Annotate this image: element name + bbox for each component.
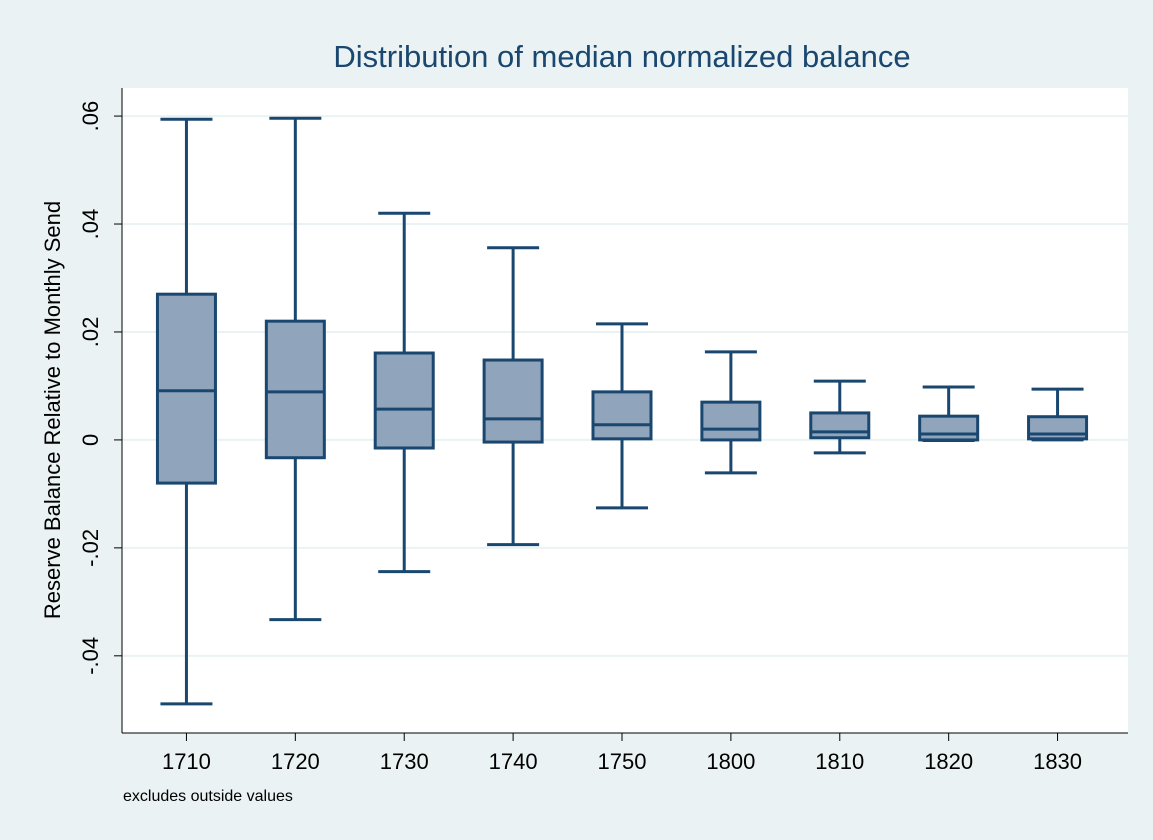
box <box>373 351 435 450</box>
y-tick-label: 0 <box>78 434 103 446</box>
y-tick-label: -.02 <box>78 529 103 567</box>
y-tick-label: .02 <box>78 317 103 348</box>
x-tick-label: 1750 <box>598 749 647 774</box>
box <box>918 414 980 442</box>
y-tick-label: .06 <box>78 101 103 132</box>
note: excludes outside values <box>123 788 293 805</box>
box <box>1027 415 1089 441</box>
y-tick-label: .04 <box>78 209 103 240</box>
x-tick-label: 1720 <box>271 749 320 774</box>
chart-title: Distribution of median normalized balanc… <box>333 39 910 74</box>
y-axis-label: Reserve Balance Relative to Monthly Send <box>40 201 65 619</box>
x-tick-label: 1830 <box>1033 749 1082 774</box>
box <box>700 400 762 442</box>
box <box>155 292 217 485</box>
y-tick-label: -.04 <box>78 637 103 675</box>
box <box>809 411 871 440</box>
x-tick-label: 1730 <box>380 749 429 774</box>
x-tick-label: 1740 <box>489 749 538 774</box>
x-tick-label: 1820 <box>924 749 973 774</box>
box <box>591 390 653 441</box>
box <box>264 319 326 460</box>
box <box>482 358 544 444</box>
x-tick-label: 1800 <box>706 749 755 774</box>
x-tick-label: 1810 <box>815 749 864 774</box>
x-tick-label: 1710 <box>162 749 211 774</box>
